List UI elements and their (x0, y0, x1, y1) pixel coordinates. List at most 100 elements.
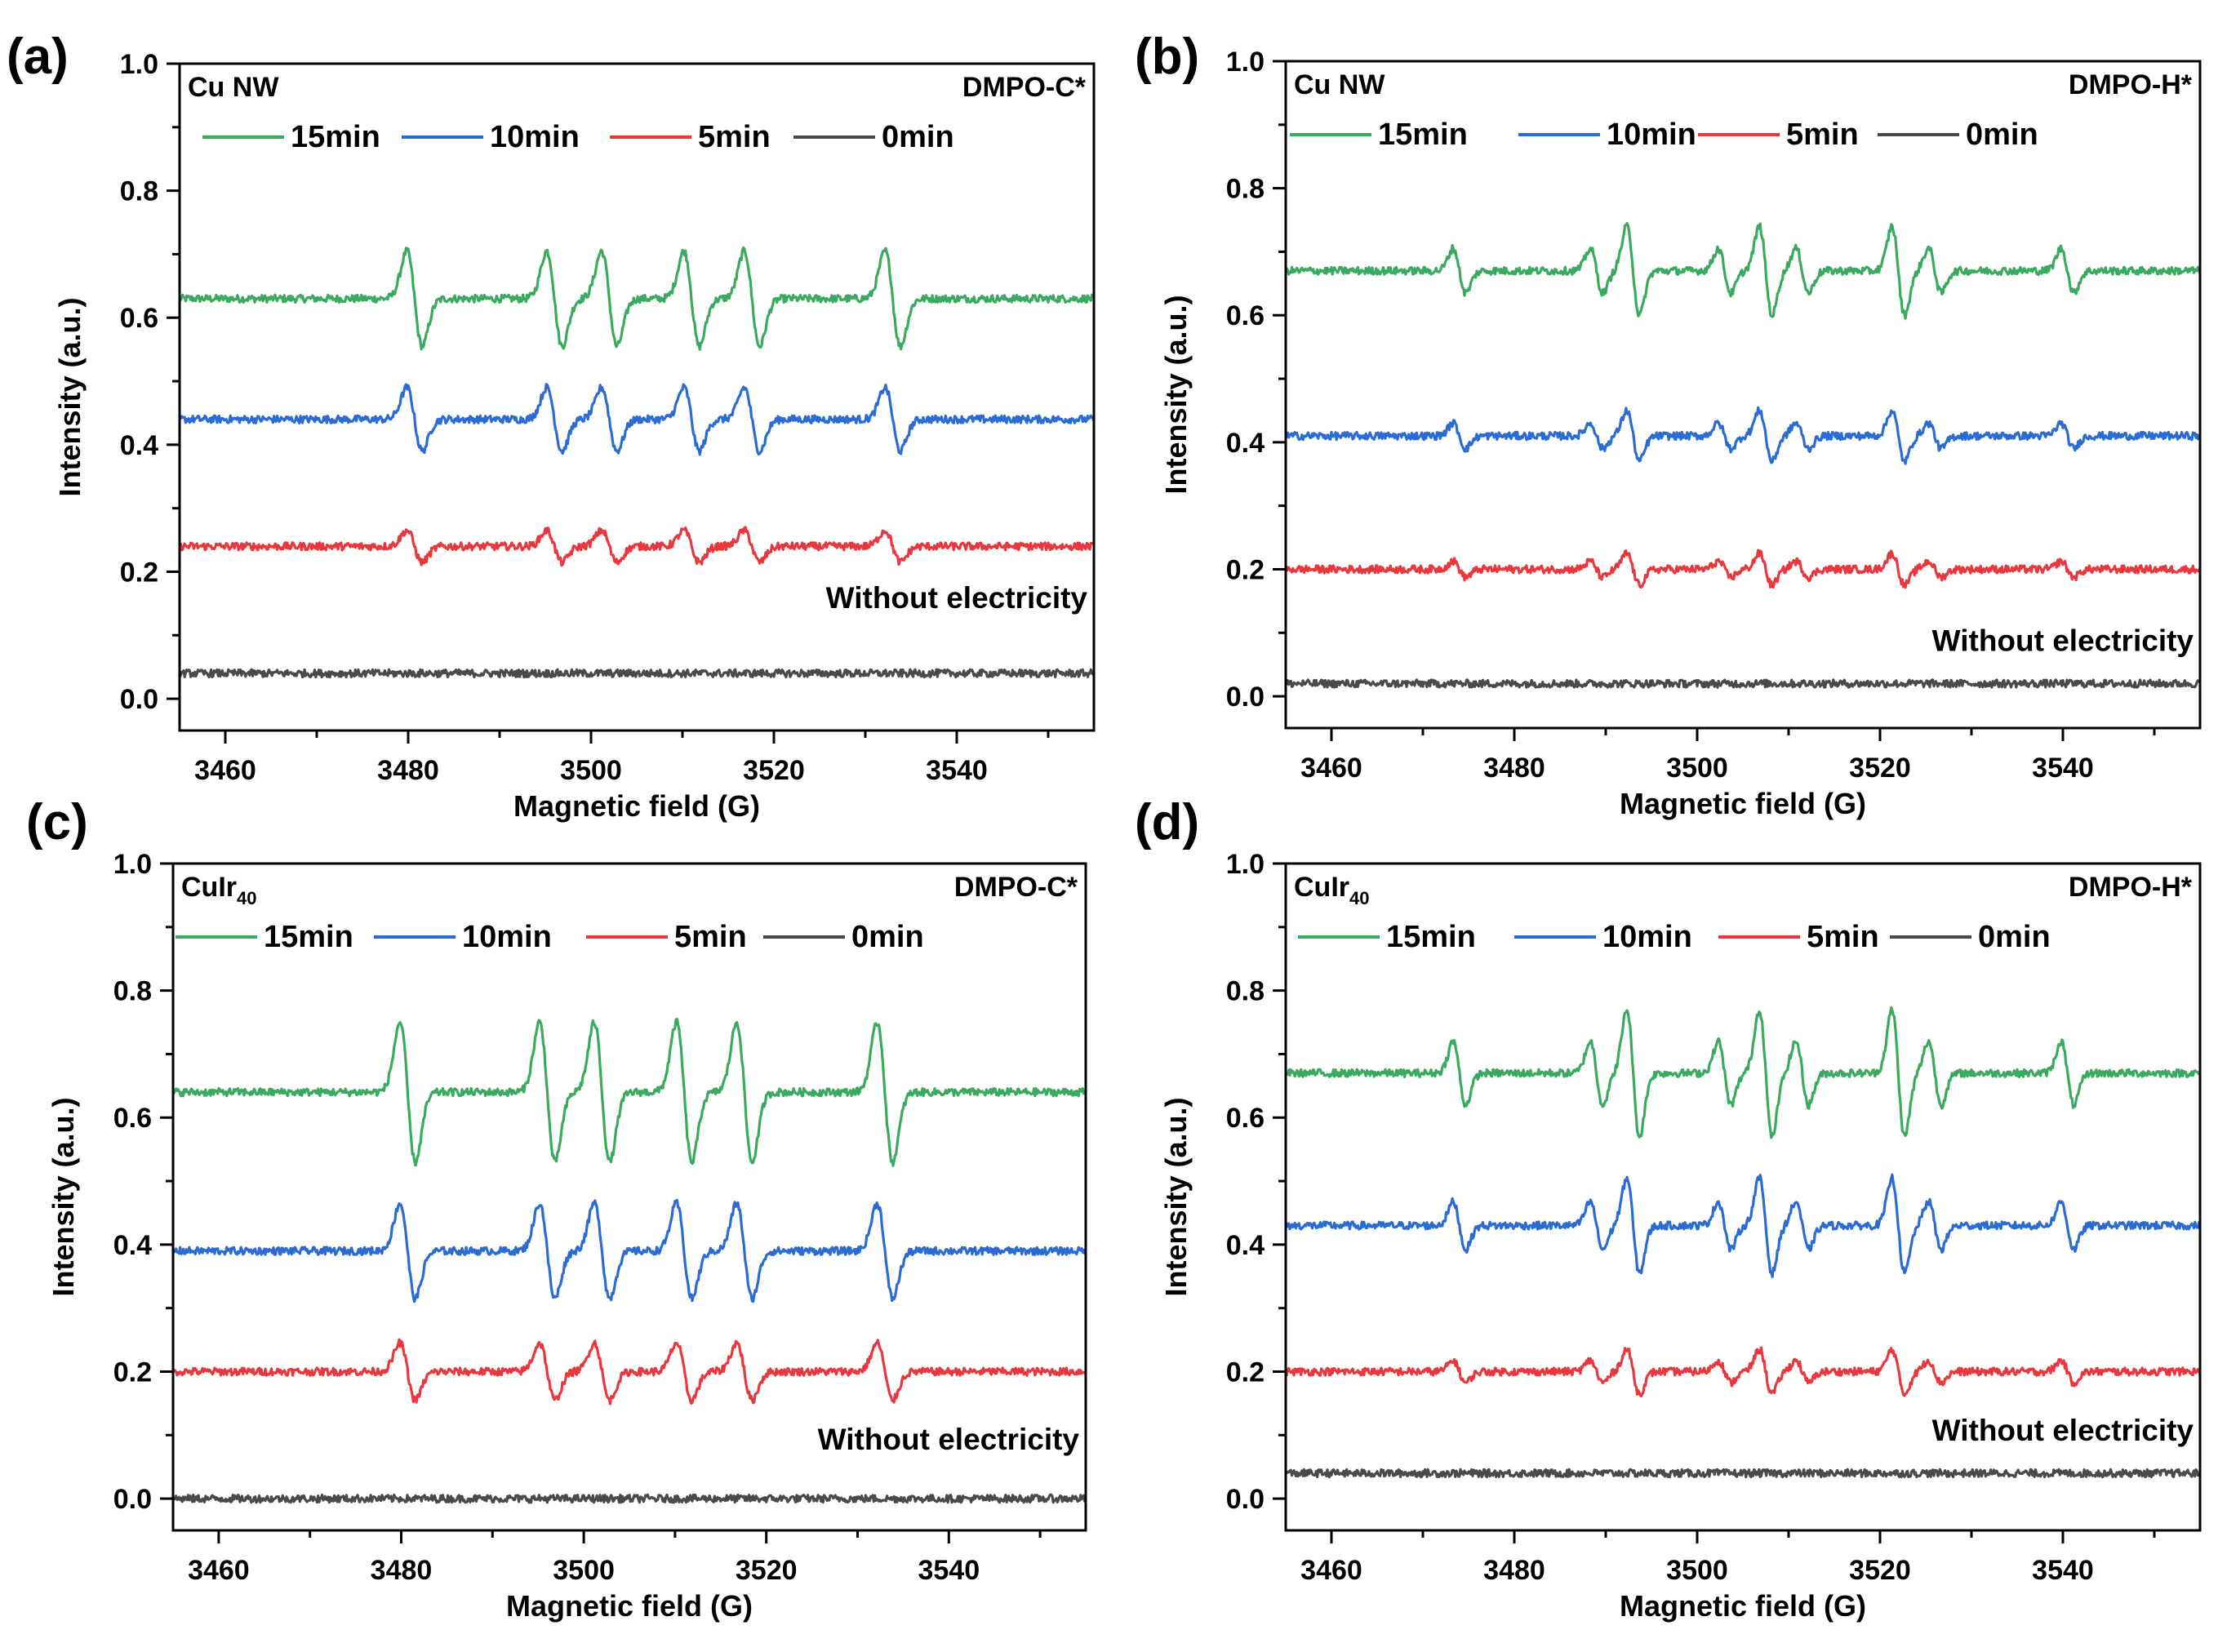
series-line-5min (179, 526, 1095, 567)
series-line-15min (1284, 222, 2202, 320)
x-tick-label: 3460 (188, 1555, 250, 1586)
x-tick-label: 3520 (1849, 1555, 1911, 1586)
x-tick-label: 3460 (194, 755, 256, 786)
y-tick-label: 0.8 (1226, 976, 1265, 1007)
legend-label-15min: 15min (1378, 118, 1468, 152)
annotation-without-electricity: Without electricity (1932, 1414, 2194, 1447)
series-line-10min (178, 383, 1096, 456)
y-tick-label: 0.6 (1226, 300, 1265, 331)
legend-label-0min: 0min (851, 920, 924, 954)
series-line-15min (171, 1017, 1087, 1167)
legend-label-15min: 15min (291, 120, 380, 154)
x-tick-label: 3540 (926, 755, 988, 786)
series-line-0min (178, 668, 1096, 679)
y-tick-label: 1.0 (1226, 47, 1265, 78)
x-tick-label: 3500 (1666, 753, 1728, 784)
x-tick-label: 3480 (1483, 1555, 1545, 1586)
y-axis-label: Intensity (a.u.) (1159, 1097, 1193, 1296)
y-tick-label: 0.8 (1226, 174, 1265, 205)
legend-label-15min: 15min (264, 920, 353, 954)
series-line-10min (171, 1198, 1087, 1303)
sample-subscript: 40 (1349, 888, 1369, 908)
sample-name: CuIr (181, 872, 237, 903)
y-axis-label: Intensity (a.u.) (53, 297, 87, 496)
sample-label: Cu NW (188, 72, 279, 103)
sample-label: Cu NW (1294, 69, 1385, 100)
legend-label-0min: 0min (882, 120, 954, 154)
plot-frame (1284, 862, 2202, 1532)
legend-label-5min: 5min (674, 920, 747, 954)
chart-panel-c: (c) 3460 3480 3500 3520 3540 0.0 0.2 0.4 0.6 0.8 1.… (26, 794, 1087, 1623)
y-tick-label: 0.2 (1226, 1357, 1265, 1388)
legend-label-5min: 5min (1786, 118, 1859, 152)
series-line-5min (171, 1338, 1087, 1406)
sample-label: CuIr40 (1294, 872, 1369, 908)
y-tick-label: 0.6 (1226, 1103, 1265, 1134)
plot-frame (1284, 60, 2202, 730)
sample-name: Cu NW (188, 72, 279, 103)
x-tick-label: 3520 (743, 755, 805, 786)
panel-label: (a) (7, 29, 69, 85)
series-line-0min (172, 1493, 1087, 1504)
x-tick-label: 3460 (1300, 1555, 1362, 1586)
annotation-without-electricity: Without electricity (818, 1423, 1080, 1456)
y-tick-label: 0.2 (113, 1357, 152, 1388)
series-line-10min (1284, 1173, 2202, 1279)
y-tick-label: 1.0 (120, 49, 158, 80)
chart-panel-a: (a) 3460 3480 3500 3520 3540 0.0 0.2 0.4 0.6 0.8 1.… (7, 29, 1096, 823)
x-axis-label: Magnetic field (G) (1620, 787, 1866, 820)
y-tick-label: 0.8 (120, 176, 158, 207)
series-line-5min (1284, 1346, 2202, 1397)
sample-name: Cu NW (1294, 69, 1385, 100)
y-tick-label: 0.2 (120, 557, 158, 588)
x-tick-label: 3520 (736, 1555, 798, 1586)
series-line-0min (1285, 1468, 2202, 1479)
y-tick-label: 0.8 (113, 976, 152, 1007)
y-axis-label: Intensity (a.u.) (1159, 295, 1193, 494)
x-tick-label: 3500 (1666, 1555, 1728, 1586)
x-axis-label: Magnetic field (G) (1620, 1589, 1866, 1623)
series-line-15min (178, 246, 1096, 351)
y-tick-label: 0.4 (120, 430, 158, 461)
y-tick-label: 1.0 (1226, 849, 1265, 880)
legend-label-15min: 15min (1386, 920, 1476, 954)
x-axis-label: Magnetic field (G) (506, 1589, 753, 1623)
y-tick-label: 0.4 (1226, 428, 1265, 459)
y-tick-label: 1.0 (113, 849, 152, 880)
probe-label: DMPO-H* (2069, 69, 2193, 100)
y-tick-label: 0.6 (120, 303, 158, 334)
annotation-without-electricity: Without electricity (826, 581, 1088, 615)
y-tick-label: 0.0 (113, 1484, 152, 1515)
y-tick-label: 0.2 (1226, 554, 1265, 585)
legend-label-0min: 0min (1978, 920, 2051, 954)
series-line-0min (1285, 678, 2202, 689)
panel-label: (d) (1135, 794, 1199, 850)
legend-label-10min: 10min (490, 120, 580, 154)
x-tick-label: 3520 (1849, 753, 1911, 784)
y-tick-label: 0.0 (120, 684, 158, 715)
x-tick-label: 3480 (371, 1555, 433, 1586)
annotation-without-electricity: Without electricity (1932, 624, 2194, 658)
series-line-15min (1285, 1006, 2202, 1139)
sample-label: CuIr40 (181, 872, 256, 908)
x-tick-label: 3540 (2032, 753, 2094, 784)
sample-subscript: 40 (237, 888, 256, 908)
plot-frame (171, 862, 1087, 1532)
x-tick-label: 3540 (2032, 1555, 2094, 1586)
y-tick-label: 0.6 (113, 1103, 152, 1134)
legend-label-10min: 10min (1602, 920, 1692, 954)
plot-frame (178, 62, 1096, 732)
chart-panel-b: (b) 3460 3480 3500 3520 3540 0.0 0.2 0.4 0.6 0.8 1.… (1135, 29, 2202, 820)
x-tick-label: 3480 (377, 755, 439, 786)
x-axis-label: Magnetic field (G) (513, 789, 760, 823)
probe-label: DMPO-C* (954, 872, 1078, 903)
legend-label-10min: 10min (1607, 118, 1696, 152)
legend-label-10min: 10min (462, 920, 552, 954)
y-axis-label: Intensity (a.u.) (47, 1097, 80, 1296)
legend-label-5min: 5min (1807, 920, 1879, 954)
probe-label: DMPO-C* (962, 72, 1087, 103)
legend-label-5min: 5min (698, 120, 771, 154)
y-tick-label: 0.0 (1226, 682, 1265, 713)
x-tick-label: 3540 (918, 1555, 980, 1586)
